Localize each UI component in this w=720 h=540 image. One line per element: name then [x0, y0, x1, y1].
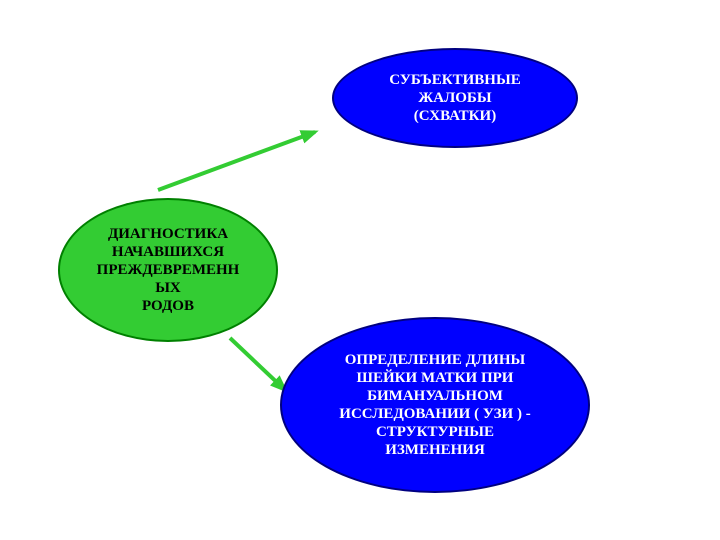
node-source-label: ДИАГНОСТИКА НАЧАВШИХСЯ ПРЕЖДЕВРЕМЕНН ЫХ … [97, 225, 240, 315]
edge-to-top [158, 132, 315, 190]
node-top: СУБЪЕКТИВНЫЕ ЖАЛОБЫ (СХВАТКИ) [332, 48, 578, 148]
diagram-canvas: { "diagram": { "type": "flowchart", "bac… [0, 0, 720, 540]
node-bottom: ОПРЕДЕЛЕНИЕ ДЛИНЫ ШЕЙКИ МАТКИ ПРИ БИМАНУ… [280, 317, 590, 493]
edge-to-bottom [230, 338, 285, 390]
node-source: ДИАГНОСТИКА НАЧАВШИХСЯ ПРЕЖДЕВРЕМЕНН ЫХ … [58, 198, 278, 342]
node-bottom-label: ОПРЕДЕЛЕНИЕ ДЛИНЫ ШЕЙКИ МАТКИ ПРИ БИМАНУ… [339, 351, 530, 459]
node-top-label: СУБЪЕКТИВНЫЕ ЖАЛОБЫ (СХВАТКИ) [389, 71, 520, 125]
